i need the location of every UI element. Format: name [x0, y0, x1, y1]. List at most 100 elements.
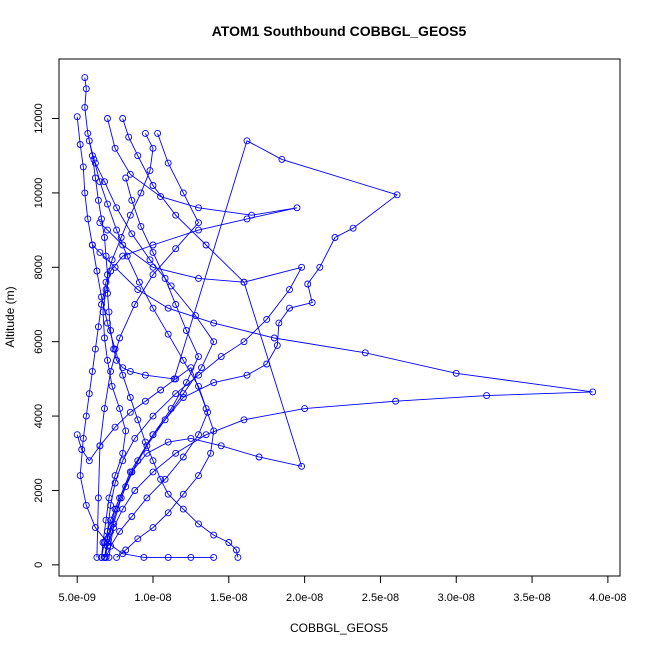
data-point	[131, 434, 139, 442]
data-point	[195, 226, 202, 234]
data-point	[126, 408, 134, 416]
data-point	[119, 364, 127, 372]
data-point	[93, 553, 101, 561]
data-point	[102, 553, 110, 561]
data-point	[243, 137, 251, 145]
data-point	[81, 74, 89, 82]
series-line	[76, 366, 215, 558]
series-line	[76, 116, 239, 558]
y-tick-label: 0	[33, 562, 45, 568]
data-point	[141, 371, 149, 379]
data-point	[149, 144, 157, 152]
data-point	[202, 405, 210, 413]
data-point	[101, 405, 108, 413]
data-point	[149, 248, 157, 256]
data-point	[157, 386, 165, 394]
data-point	[164, 159, 172, 167]
data-point	[84, 215, 92, 223]
data-point	[349, 224, 357, 232]
series-layer	[73, 74, 597, 561]
data-point	[217, 442, 225, 450]
x-axis-label: COBBGL_GEOS5	[290, 621, 388, 635]
data-point	[210, 379, 218, 387]
data-point	[452, 369, 460, 377]
data-point	[131, 301, 139, 308]
data-point	[589, 388, 597, 396]
data-point	[164, 438, 172, 446]
x-tick-label: 2.5e-08	[362, 592, 399, 604]
data-point	[141, 397, 149, 405]
data-point	[107, 527, 115, 535]
data-point	[293, 204, 301, 212]
data-point	[101, 234, 108, 241]
data-point	[108, 382, 116, 390]
data-point	[217, 353, 225, 361]
data-point	[123, 252, 131, 260]
data-point	[111, 479, 119, 487]
data-point	[195, 520, 202, 528]
data-point	[263, 315, 271, 323]
data-point	[91, 524, 99, 532]
data-point	[179, 490, 187, 498]
data-point	[172, 301, 180, 308]
data-point	[76, 472, 84, 480]
series-line	[99, 222, 303, 558]
data-point	[298, 462, 306, 470]
data-point	[81, 189, 89, 197]
data-point	[172, 211, 180, 219]
data-point	[99, 308, 107, 316]
data-point	[141, 129, 149, 137]
series-line	[101, 118, 298, 558]
data-point	[248, 211, 256, 219]
data-point	[73, 431, 81, 439]
data-point	[122, 427, 130, 435]
data-point	[116, 527, 124, 535]
y-tick-label: 10000	[33, 178, 45, 209]
x-tick-label: 3.0e-08	[438, 592, 475, 604]
data-point	[210, 338, 218, 346]
data-point	[195, 382, 202, 390]
data-point	[93, 267, 101, 275]
series-line	[92, 244, 593, 558]
data-point	[134, 535, 142, 543]
data-point	[195, 274, 202, 282]
y-tick-label: 4000	[33, 404, 45, 428]
data-point	[107, 542, 115, 550]
data-point	[301, 405, 309, 413]
data-point	[122, 483, 130, 491]
data-point	[96, 178, 104, 186]
data-point	[149, 182, 157, 189]
data-point	[243, 215, 251, 223]
data-point	[131, 487, 139, 494]
series-line	[88, 140, 209, 558]
y-tick-label: 12000	[33, 103, 45, 134]
plot-frame	[58, 58, 621, 577]
data-point	[210, 553, 218, 561]
data-point	[91, 345, 99, 353]
series-line	[104, 177, 199, 558]
data-point	[104, 115, 111, 122]
data-point	[79, 434, 87, 442]
data-point	[98, 301, 105, 308]
data-point	[104, 319, 111, 327]
data-point	[134, 416, 142, 424]
data-point	[164, 304, 172, 312]
data-point	[182, 379, 190, 387]
data-point	[79, 163, 87, 171]
y-tick-label: 6000	[33, 329, 45, 353]
data-point	[161, 475, 169, 483]
data-point	[128, 513, 136, 520]
data-point	[88, 367, 96, 375]
data-point	[361, 349, 369, 357]
data-point	[240, 278, 248, 286]
y-axis: 0 2000 4000 6000 8000 10000 12000	[33, 103, 60, 568]
data-point	[164, 509, 172, 517]
data-point	[122, 174, 130, 182]
data-point	[134, 286, 142, 294]
data-point	[126, 394, 134, 401]
data-point	[182, 327, 190, 334]
data-point	[96, 219, 104, 227]
data-point	[119, 371, 127, 379]
data-point	[128, 468, 136, 476]
data-point	[270, 334, 278, 342]
